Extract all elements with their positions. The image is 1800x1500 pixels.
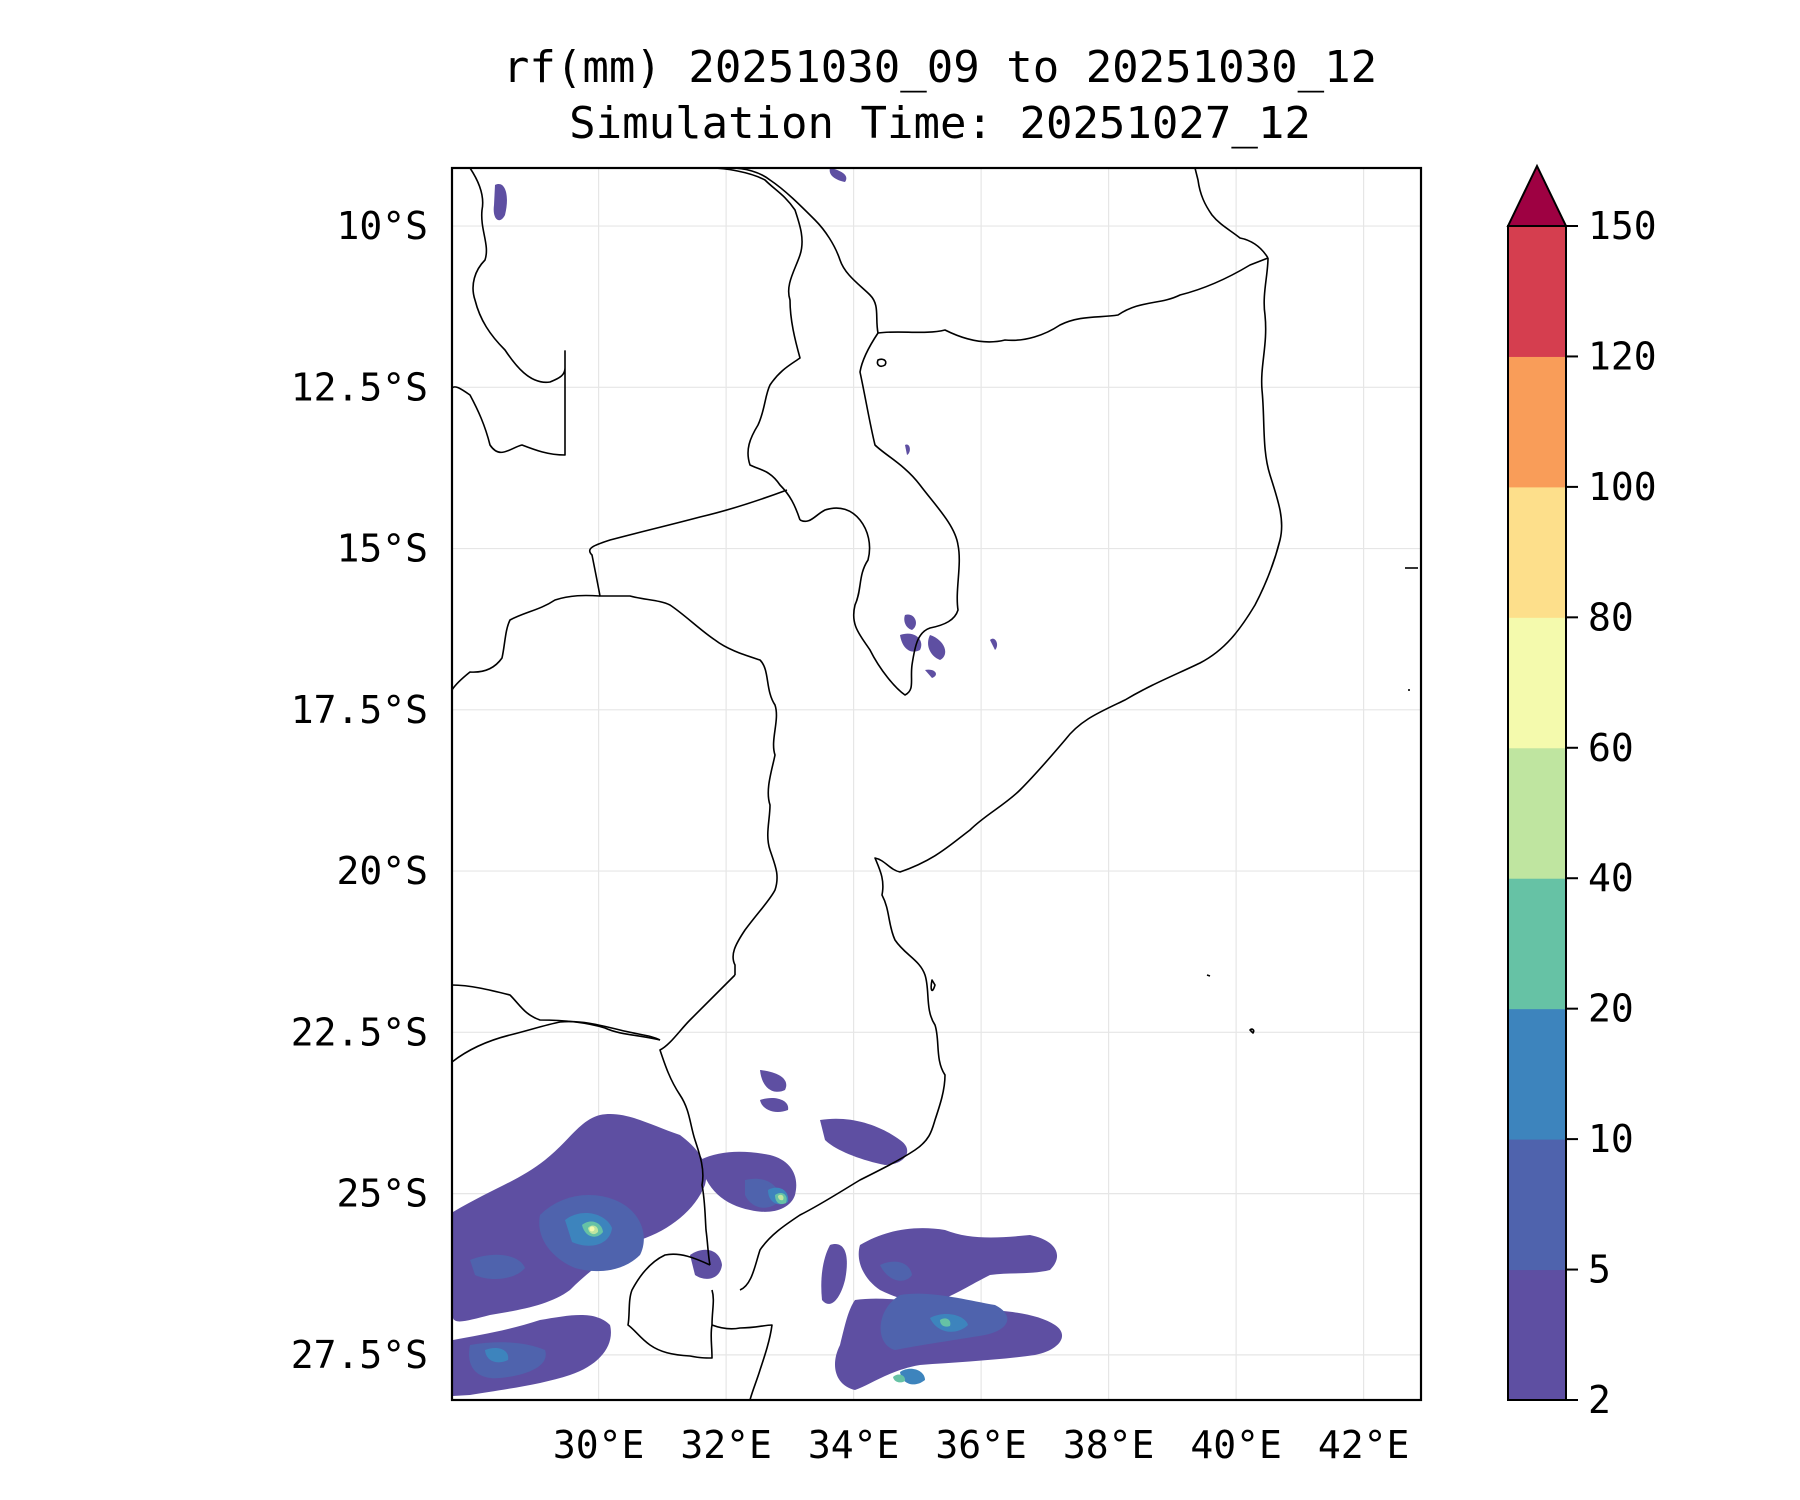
island-4 [1206, 974, 1211, 977]
colorbar-tick-label: 2 [1588, 1378, 1611, 1422]
botswana-border [452, 984, 661, 1041]
lon-tick-label: 30°E [553, 1423, 645, 1467]
colorbar-segment [1508, 747, 1566, 879]
tanzania-coast [1194, 168, 1269, 259]
malawi-lake-inner [876, 358, 887, 367]
lon-tick-label: 34°E [808, 1423, 900, 1467]
map-title-line1: rf(mm) 20251030_09 to 20251030_12 [502, 42, 1378, 93]
malawi-zambia-border [709, 168, 803, 521]
lat-tick-label: 20°S [336, 849, 428, 893]
colorbar-tick-label: 10 [1588, 1117, 1634, 1161]
zimbabwe-mozambique-south [659, 974, 736, 1266]
map-title-line2: Simulation Time: 20251027_12 [569, 98, 1311, 149]
lake-malawi-shore [799, 332, 961, 696]
colorbar-tick-label: 20 [1588, 987, 1634, 1031]
colorbar: 2 5 10 20 40 60 80 100 120 150 [1506, 163, 1657, 1422]
mozambique-south-africa-border [711, 1324, 773, 1400]
mozambique-zambia-border [588, 489, 788, 975]
colorbar-segment [1508, 1008, 1566, 1140]
lon-tick-label: 32°E [680, 1423, 772, 1467]
mozambique-tanzania-border [877, 257, 1269, 343]
lat-tick-label: 17.5°S [291, 688, 428, 732]
rainfall-shading [453, 168, 1063, 1396]
island-1 [1249, 1028, 1255, 1034]
rainfall-60-80mm [589, 1226, 595, 1232]
colorbar-extend-triangle [1506, 163, 1568, 227]
colorbar-segment [1508, 1269, 1566, 1401]
lon-tick-label: 38°E [1063, 1423, 1155, 1467]
zambia-zimbabwe-border [452, 594, 601, 691]
south-africa-north-border [452, 1020, 661, 1063]
eswatini-border [627, 1253, 713, 1359]
colorbar-outline [1507, 225, 1567, 1401]
lon-tick-label: 36°E [935, 1423, 1027, 1467]
lat-tick-label: 22.5°S [291, 1010, 428, 1054]
mozambique-coastline [739, 257, 1283, 1291]
colorbar-tick-label: 40 [1588, 856, 1634, 900]
colorbar-segment [1508, 356, 1566, 488]
lat-tick-label: 10°S [336, 204, 428, 248]
lon-tick-label: 42°E [1318, 1423, 1410, 1467]
colorbar-segment [1508, 617, 1566, 749]
colorbar-tick-label: 5 [1588, 1248, 1611, 1292]
colorbar-tick-label: 80 [1588, 595, 1634, 639]
lesotho-border-hint [711, 1289, 715, 1326]
colorbar-segment [1508, 878, 1566, 1010]
lat-tick-label: 27.5°S [291, 1333, 428, 1377]
country-borders [452, 168, 1418, 1400]
colorbar-segment [1508, 226, 1566, 357]
lat-tick-label: 12.5°S [291, 365, 428, 409]
lat-tick-label: 15°S [336, 527, 428, 571]
map-frame [450, 166, 1423, 1402]
island-5 [930, 979, 936, 992]
longitude-labels: 30°E 32°E 34°E 36°E 38°E 40°E 42°E [553, 1423, 1410, 1467]
colorbar-segment [1508, 1139, 1566, 1271]
map-panel: 10°S 12.5°S 15°S 17.5°S 20°S 22.5°S 25°S 27.5°S… [291, 166, 1423, 1467]
lat-tick-label: 25°S [336, 1172, 428, 1216]
colorbar-tick-label: 150 [1588, 204, 1657, 248]
latitude-labels: 10°S 12.5°S 15°S 17.5°S 20°S 22.5°S 25°S 27.5°S [291, 204, 428, 1377]
lon-tick-label: 40°E [1190, 1423, 1282, 1467]
colorbar-segment [1508, 486, 1566, 618]
colorbar-tick-label: 60 [1588, 726, 1634, 770]
zambia-drc-border [452, 168, 566, 456]
colorbar-tick-label: 100 [1588, 465, 1657, 509]
colorbar-tick-label: 120 [1588, 334, 1657, 378]
tanzania-malawi-border [729, 168, 879, 334]
